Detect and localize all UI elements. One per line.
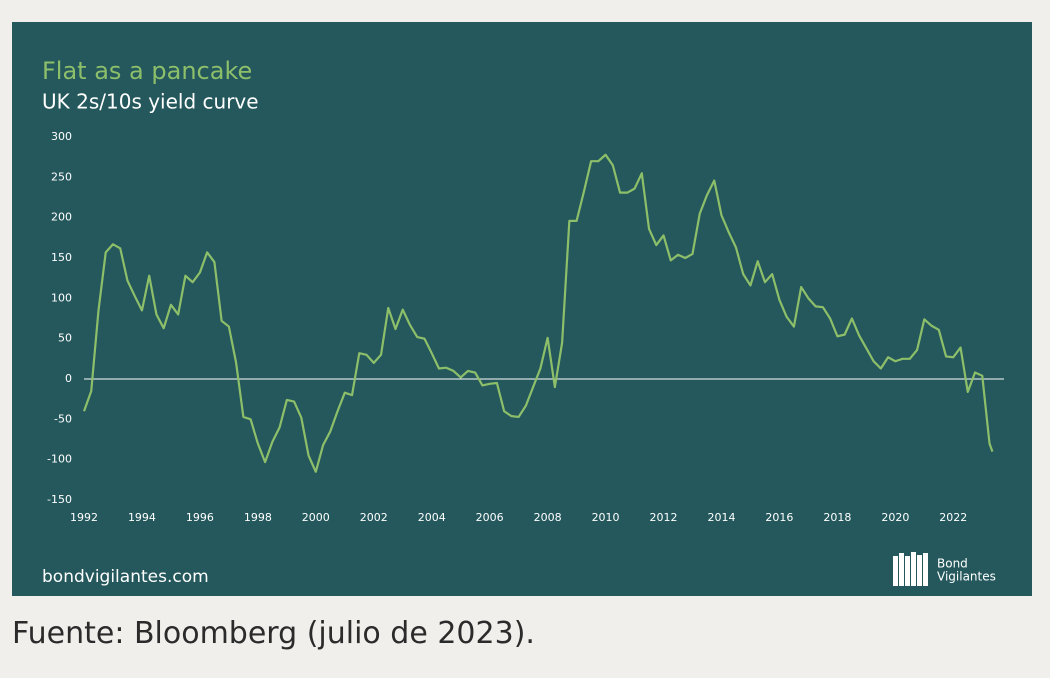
y-tick-label: 100 xyxy=(51,291,72,304)
chart: Flat as a pancake UK 2s/10s yield curve … xyxy=(12,22,1032,596)
y-tick-label: -50 xyxy=(54,412,72,425)
y-tick-label: 300 xyxy=(51,130,72,143)
y-tick-label: 50 xyxy=(58,332,72,345)
x-tick-label: 2000 xyxy=(302,511,330,524)
y-tick-label: 150 xyxy=(51,251,72,264)
y-tick-label: 200 xyxy=(51,211,72,224)
x-tick-label: 2010 xyxy=(592,511,620,524)
logo-figures xyxy=(893,552,928,586)
y-tick-label: 0 xyxy=(65,372,72,385)
x-tick-label: 2008 xyxy=(534,511,562,524)
footer: bondvigilantes.com xyxy=(42,567,209,587)
x-tick-label: 2018 xyxy=(823,511,851,524)
x-tick-label: 2006 xyxy=(476,511,504,524)
y-tick-label: -100 xyxy=(47,453,72,466)
chart-subtitle: UK 2s/10s yield curve xyxy=(42,90,259,114)
x-tick-label: 1998 xyxy=(244,511,272,524)
panel xyxy=(12,22,1032,596)
y-tick-label: 250 xyxy=(51,170,72,183)
x-tick-label: 1992 xyxy=(70,511,98,524)
series-line xyxy=(82,153,994,473)
x-tick-label: 2020 xyxy=(881,511,909,524)
x-tick-label: 2012 xyxy=(650,511,678,524)
y-tick-label: -150 xyxy=(47,493,72,506)
chart-title: Flat as a pancake xyxy=(42,57,252,85)
x-tick-label: 2022 xyxy=(939,511,967,524)
logo-text: Vigilantes xyxy=(937,570,996,584)
x-tick-label: 2004 xyxy=(418,511,446,524)
x-tick-label: 1994 xyxy=(128,511,156,524)
logo-text: Bond xyxy=(937,557,968,571)
x-tick-label: 2014 xyxy=(707,511,735,524)
x-tick-label: 2016 xyxy=(765,511,793,524)
x-tick-label: 2002 xyxy=(360,511,388,524)
caption: Fuente: Bloomberg (julio de 2023). xyxy=(12,616,535,651)
x-tick-label: 1996 xyxy=(186,511,214,524)
